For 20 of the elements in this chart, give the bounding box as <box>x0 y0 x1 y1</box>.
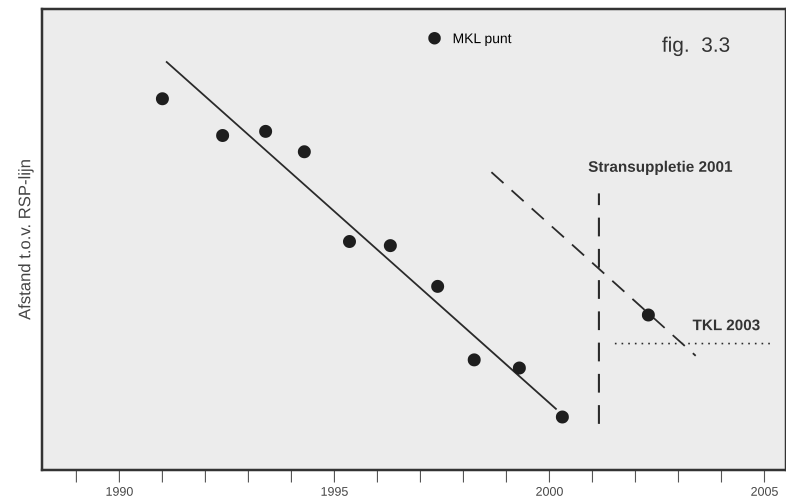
ref-line-label: TKL 2003 <box>692 319 760 330</box>
point <box>342 235 356 248</box>
point <box>556 410 569 424</box>
x-tick-label: 1995 <box>321 486 348 496</box>
legend-label: MKL punt <box>454 34 512 46</box>
point <box>259 124 272 138</box>
point <box>216 128 230 142</box>
y-axis-title: Afstand t.o.v. RSP-lijn <box>18 160 34 320</box>
x-tick-label: 1990 <box>106 486 133 496</box>
x-tick-label: 2005 <box>751 486 778 496</box>
point <box>468 353 481 366</box>
point <box>384 239 397 252</box>
point <box>642 308 655 322</box>
point <box>431 280 444 293</box>
caption: fig. 3.3 <box>662 36 730 56</box>
point <box>298 145 311 158</box>
x-tick-label: 2000 <box>536 486 563 496</box>
point <box>512 362 526 375</box>
point <box>156 92 169 106</box>
ref-line-label: Stransuppletie 2001 <box>588 160 732 175</box>
